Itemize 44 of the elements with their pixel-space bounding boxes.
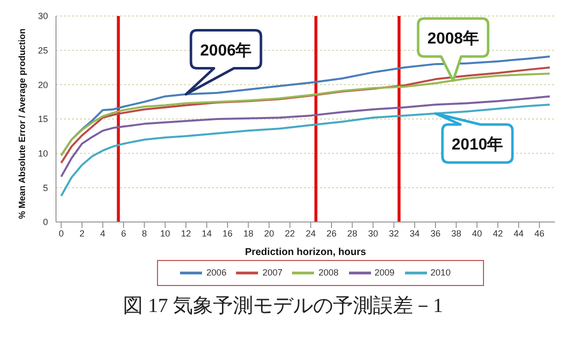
y-tick-label: 0 [42, 217, 48, 228]
legend-label: 2008 [318, 267, 339, 278]
x-tick-label: 40 [472, 228, 482, 238]
x-tick-label: 38 [451, 228, 462, 238]
x-tick-label: 10 [160, 228, 170, 238]
y-tick-label: 5 [42, 182, 48, 193]
x-tick-label: 46 [534, 228, 544, 238]
legend-label: 2007 [262, 267, 282, 278]
x-axis-title: Prediction horizon, hours [244, 247, 366, 258]
y-axis-title: % Mean Absolute Error / Average production [17, 28, 28, 219]
x-tick-label: 36 [430, 228, 440, 238]
legend-label: 2010 [430, 267, 451, 278]
x-tick-label: 24 [306, 228, 316, 238]
x-tick-label: 16 [222, 228, 233, 238]
x-tick-label: 44 [514, 228, 524, 238]
line-series [60, 95, 551, 178]
annotation: 2010年 [452, 136, 504, 154]
x-tick-label: 28 [347, 228, 358, 238]
y-tick-label: 10 [38, 148, 48, 159]
annotation: 2006年 [200, 41, 252, 60]
x-tick-label: 42 [492, 228, 503, 238]
y-tick-label: 20 [38, 80, 48, 90]
x-tick-label: 6 [121, 228, 126, 238]
text: 図 17 気象予測モデルの予測誤差－1 [122, 294, 444, 319]
x-tick-label: 8 [142, 228, 147, 238]
x-tick-label: 30 [368, 228, 378, 238]
x-tick-label: 26 [326, 228, 336, 238]
x-tick-label: 20 [264, 228, 274, 238]
y-tick-label: 30 [38, 11, 48, 22]
x-tick-label: 12 [180, 228, 191, 238]
x-tick-label: 34 [410, 228, 420, 238]
x-tick-label: 18 [243, 228, 254, 238]
x-tick-label: 0 [58, 228, 64, 238]
x-tick-label: 4 [100, 228, 106, 238]
y-tick-label: 15 [38, 114, 48, 124]
legend-label: 2009 [374, 267, 395, 278]
x-tick-label: 14 [202, 228, 212, 238]
legend-label: 2006 [206, 267, 226, 278]
line-series [60, 104, 551, 197]
annotation: 2008年 [427, 30, 479, 48]
y-tick-label: 25 [38, 46, 48, 56]
x-tick-label: 22 [284, 228, 295, 238]
x-tick-label: 2 [79, 228, 84, 238]
x-tick-label: 32 [388, 228, 399, 238]
